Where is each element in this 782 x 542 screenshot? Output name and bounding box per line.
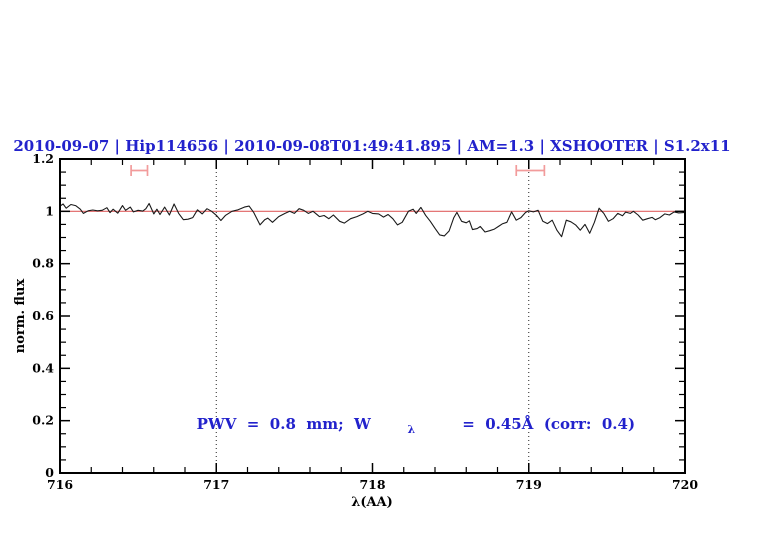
x-tick-label: 717 [203,477,229,492]
y-tick-label: 0 [45,465,54,480]
band-markers-layer [130,165,546,177]
y-tick-label: 0.8 [32,256,54,271]
band-marker [515,165,546,177]
y-tick-label: 0.6 [32,308,54,323]
plot-frame [59,158,686,474]
spectrum-curve [59,202,686,238]
axis-tick-labels: 716 717 718 719 720 0 0.2 0.4 0.6 0.8 1 1.2 [32,151,698,492]
band-marker [130,165,149,177]
y-tick-label: 0.2 [32,413,54,428]
y-tick-label: 1.2 [32,151,54,166]
y-tick-label: 0.4 [32,360,54,375]
reference-dotted-lines [215,160,530,472]
pwv-annotation: PWV = 0.8 mm; W λ = 0.45Å (corr: 0.4) [160,415,661,437]
x-tick-label: 720 [672,477,698,492]
y-axis-label: norm. flux [13,279,28,354]
x-axis-label: λ(AA) [351,495,393,510]
x-tick-label: 718 [359,477,385,492]
pwv-annotation-lambda-subscript: λ [407,423,415,436]
plot-title: 2010-09-07 | Hip114656 | 2010-09-08T01:4… [13,137,730,155]
axis-ticks [59,158,686,474]
pwv-annotation-part2: = 0.45Å (corr: 0.4) [452,415,635,433]
spectrum-curve-layer [59,202,686,238]
x-tick-label: 716 [47,477,73,492]
y-tick-label: 1 [45,203,54,218]
x-tick-label: 719 [516,477,542,492]
pwv-annotation-part1: PWV = 0.8 mm; W [197,415,372,433]
